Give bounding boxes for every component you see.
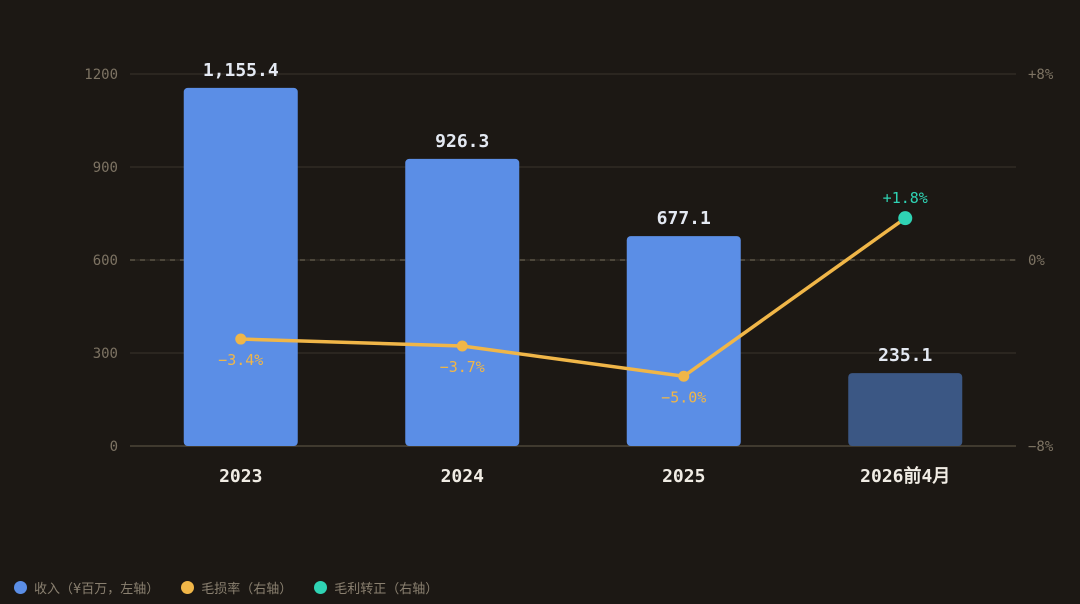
x-tick-label: 2025 — [662, 466, 705, 487]
legend-swatch-revenue — [14, 580, 27, 594]
legend-item-gross-profit-positive[interactable]: 毛利转正（右轴） — [314, 578, 438, 597]
revenue-bar-label: 235.1 — [878, 345, 932, 366]
legend-swatch-gross-loss-rate — [181, 580, 195, 594]
gross-loss-rate-label: −3.4% — [218, 351, 263, 369]
revenue-bar-label: 1,155.4 — [203, 60, 279, 81]
revenue-bar-label: 926.3 — [435, 131, 489, 152]
left-tick-label: 900 — [93, 160, 118, 176]
revenue-bars — [183, 87, 963, 447]
left-y-axis: 0 300 600 900 1200 — [84, 67, 118, 455]
right-y-axis: −8% 0% +8% — [1028, 67, 1054, 455]
legend-label-gross-loss-rate: 毛损率（右轴） — [201, 581, 293, 597]
gross-loss-rate-points — [235, 211, 913, 382]
gross-profit-positive-label: +1.8% — [883, 189, 928, 207]
gross-profit-positive-point — [898, 211, 913, 226]
right-tick-label: −8% — [1028, 439, 1054, 455]
gross-loss-rate-point — [235, 333, 247, 345]
x-tick-label: 2026前4月 — [860, 465, 950, 487]
x-tick-label: 2024 — [441, 466, 485, 487]
right-tick-label: +8% — [1028, 67, 1054, 83]
revenue-bar — [626, 236, 741, 446]
right-tick-label: 0% — [1028, 253, 1045, 269]
revenue-bar — [405, 158, 520, 447]
x-axis-labels: 2023 2024 2025 2026前4月 — [219, 465, 950, 487]
left-tick-label: 600 — [93, 253, 118, 269]
legend-label-revenue: 收入（¥百万，左轴） — [34, 581, 160, 597]
gross-loss-rate-labels: −3.4% −3.7% −5.0% +1.8% — [218, 189, 928, 406]
legend-swatch-gross-profit-positive — [314, 580, 328, 594]
x-tick-label: 2023 — [219, 466, 262, 487]
legend-item-revenue[interactable]: 收入（¥百万，左轴） — [14, 578, 159, 597]
gross-loss-rate-line-path — [239, 216, 907, 378]
legend: 收入（¥百万，左轴） 毛损率（右轴） 毛利转正（右轴） — [14, 577, 438, 597]
gross-loss-rate-label: −5.0% — [661, 388, 706, 406]
revenue-bar — [183, 87, 298, 447]
gross-loss-rate-label: −3.7% — [440, 358, 485, 376]
left-tick-label: 0 — [110, 439, 118, 455]
gross-loss-rate-point — [456, 340, 468, 352]
legend-label-gross-profit-positive: 毛利转正（右轴） — [334, 581, 439, 597]
revenue-bar-label: 677.1 — [657, 208, 711, 229]
revenue-bar — [848, 373, 963, 446]
revenue-bar-labels: 1,155.4 926.3 677.1 235.1 — [203, 60, 933, 366]
left-tick-label: 1200 — [84, 67, 118, 83]
gross-loss-rate-point — [678, 370, 690, 382]
gross-loss-rate-line — [239, 216, 907, 378]
legend-item-gross-loss-rate[interactable]: 毛损率（右轴） — [181, 578, 292, 597]
left-tick-label: 300 — [93, 346, 118, 362]
